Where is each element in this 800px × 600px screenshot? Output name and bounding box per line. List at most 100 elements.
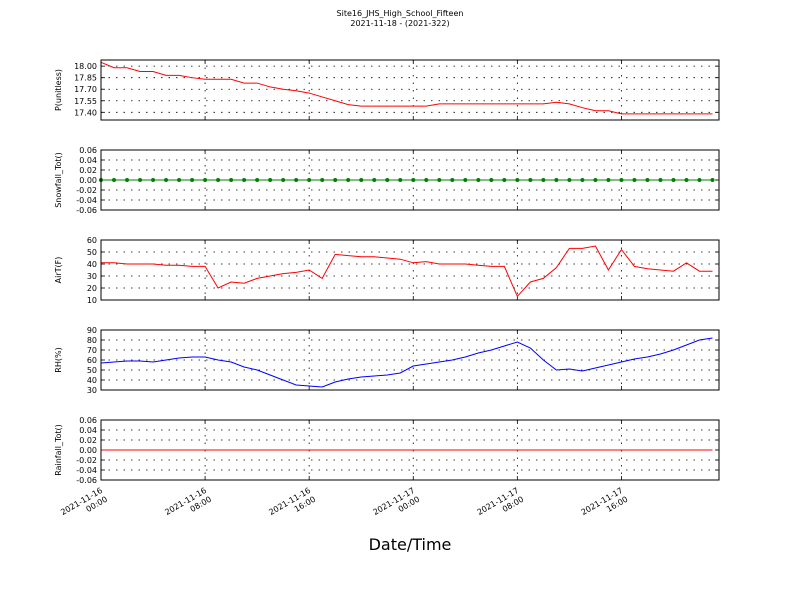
y-tick-label: 17.85 — [74, 74, 97, 83]
y-axis-label: AirT(F) — [54, 257, 63, 284]
point — [450, 178, 455, 182]
x-tick-label: 2021-11-16 00:00 — [59, 486, 109, 526]
x-tick-label: 2021-11-16 08:00 — [163, 486, 213, 526]
plot-frame — [100, 239, 720, 301]
y-tick-label: -0.04 — [76, 466, 97, 475]
y-tick-label: 0.06 — [79, 416, 97, 425]
y-tick-label: 90 — [87, 326, 97, 335]
point — [203, 178, 208, 182]
point — [151, 178, 156, 182]
y-tick-label: 17.40 — [74, 108, 97, 117]
y-tick-label: 0.00 — [79, 176, 97, 185]
point — [177, 178, 182, 182]
point — [112, 178, 117, 182]
point — [580, 178, 585, 182]
subplot: -0.06-0.04-0.020.000.020.040.06 Snowfall_… — [54, 146, 720, 215]
y-tick-label: 70 — [87, 346, 97, 355]
point — [476, 178, 481, 182]
line-series — [100, 61, 713, 115]
point — [606, 178, 611, 182]
point — [294, 178, 299, 182]
point — [125, 178, 130, 182]
y-tick-label: 0.02 — [79, 436, 97, 445]
y-tick-label: 60 — [87, 356, 97, 365]
point — [372, 178, 377, 182]
point — [502, 178, 507, 182]
point — [593, 178, 598, 182]
point — [515, 178, 520, 182]
point — [398, 178, 403, 182]
line-series — [101, 245, 713, 298]
y-tick-label: 50 — [87, 366, 97, 375]
y-tick-label: 0.04 — [79, 156, 97, 165]
y-axis-label: RH(%) — [54, 347, 63, 372]
y-tick-label: 30 — [87, 272, 97, 281]
point — [671, 178, 676, 182]
y-tick-label: -0.02 — [76, 186, 97, 195]
y-tick-label: 40 — [87, 376, 97, 385]
subplot: 17.40 17.55 17.70 17.85 18.00 P(unitless) — [54, 59, 720, 121]
y-tick-label: 40 — [87, 260, 97, 269]
y-tick-label: -0.06 — [76, 476, 97, 485]
plot-frame — [100, 329, 720, 391]
point — [255, 178, 260, 182]
chart-subtitle: 2021-11-18 - (2021-322) — [350, 19, 449, 28]
point — [164, 178, 169, 182]
point — [307, 178, 312, 182]
point — [437, 178, 442, 182]
plot-frame — [100, 419, 720, 481]
point — [567, 178, 572, 182]
point — [359, 178, 364, 182]
plot-frame — [100, 149, 720, 211]
point — [320, 178, 325, 182]
point — [463, 178, 468, 182]
y-tick-label: 0.00 — [79, 446, 97, 455]
y-tick-label: 18.00 — [74, 62, 97, 71]
y-tick-label: 0.02 — [79, 166, 97, 175]
chart-title: Site16_JHS_High_School_Fifteen — [337, 9, 464, 18]
point — [684, 178, 689, 182]
x-tick-label: 2021-11-17 16:00 — [580, 486, 630, 526]
y-tick-label: 20 — [87, 284, 97, 293]
y-tick-label: 17.55 — [74, 97, 97, 106]
y-tick-label: 60 — [87, 236, 97, 245]
point — [541, 178, 546, 182]
x-axis-label: Date/Time — [369, 535, 452, 554]
y-tick-label: 0.06 — [79, 146, 97, 155]
point — [190, 178, 195, 182]
y-tick-label: 0.04 — [79, 426, 97, 435]
y-axis-label: P(unitless) — [54, 69, 63, 111]
point — [346, 178, 351, 182]
x-tick-label: 2021-11-17 00:00 — [371, 486, 421, 526]
point — [619, 178, 624, 182]
subplot: 10 20 30 40 50 60 AirT(F) — [54, 236, 720, 305]
y-tick-label: 50 — [87, 248, 97, 257]
y-tick-label: -0.06 — [76, 206, 97, 215]
point — [645, 178, 650, 182]
point — [489, 178, 494, 182]
y-tick-label: -0.02 — [76, 456, 97, 465]
point — [281, 178, 286, 182]
point — [268, 178, 273, 182]
point — [385, 178, 390, 182]
line-series — [100, 337, 713, 388]
point — [554, 178, 559, 182]
point — [229, 178, 234, 182]
x-tick-label: 2021-11-17 08:00 — [476, 486, 526, 526]
y-tick-label: -0.04 — [76, 196, 97, 205]
x-tick-label: 2021-11-16 16:00 — [267, 486, 317, 526]
point — [242, 178, 247, 182]
point — [138, 178, 143, 182]
point — [710, 178, 715, 182]
point — [632, 178, 637, 182]
y-tick-label: 10 — [87, 296, 97, 305]
point — [411, 178, 416, 182]
y-tick-label: 80 — [87, 336, 97, 345]
y-axis-label: Rainfall_Tot() — [54, 424, 63, 476]
subplot: -0.06-0.04-0.020.000.020.040.06 Rainfall_… — [54, 416, 720, 526]
point — [216, 178, 221, 182]
plot-frame — [100, 59, 720, 121]
point — [528, 178, 533, 182]
